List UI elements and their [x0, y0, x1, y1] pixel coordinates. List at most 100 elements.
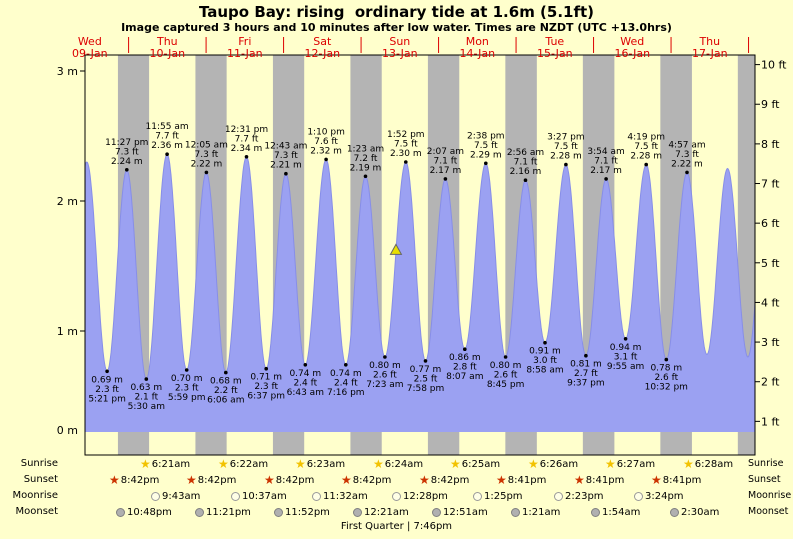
sunrise-entry: ★ 6:26am — [528, 457, 578, 471]
sunset-row-label-left: Sunset — [23, 474, 58, 485]
high-tide-label: 1:10 pm — [307, 127, 345, 137]
moon-phase-note: First Quarter | 7:46pm — [340, 521, 453, 532]
high-tide-label: 2.34 m — [231, 144, 263, 154]
low-tide-label: 8:58 am — [526, 366, 563, 376]
chart-title: Taupo Bay: rising ordinary tide at 1.6m … — [198, 3, 595, 21]
sunrise-time: 6:23am — [306, 458, 346, 470]
day-date: 17-Jan — [692, 47, 728, 60]
day-name: Tue — [545, 35, 565, 48]
tide-point — [644, 162, 648, 167]
day-label: Wed 16-Jan — [597, 36, 667, 60]
sunrise-time: 6:27am — [616, 458, 656, 470]
high-tide-label: 12:05 am — [185, 140, 228, 150]
low-tide-label: 2.6 ft — [654, 373, 678, 383]
low-tide-label: 2.5 ft — [414, 374, 438, 384]
low-tide-label: 0.80 m — [369, 361, 401, 371]
moonset-icon — [116, 507, 125, 517]
sunset-icon: ★ — [574, 473, 585, 487]
day-date: 15-Jan — [537, 47, 573, 60]
sunset-icon: ★ — [109, 473, 120, 487]
moonset-entry: 2:30am — [670, 505, 719, 519]
sunset-entry: ★ 8:42pm — [186, 473, 236, 487]
tide-point — [324, 157, 328, 162]
high-tide-label: 7.1 ft — [514, 158, 538, 168]
high-tide-label: 7.6 ft — [314, 137, 338, 147]
low-tide-label: 2.8 ft — [453, 363, 477, 373]
y-axis-label-ft: 10 ft — [761, 59, 787, 72]
high-tide-label: 4:19 pm — [627, 133, 665, 143]
tide-point — [383, 355, 387, 359]
sunset-entry: ★ 8:42pm — [341, 473, 391, 487]
high-tide-label: 2.19 m — [350, 163, 382, 173]
tide-point — [604, 177, 608, 181]
low-tide-label: 5:30 am — [128, 402, 165, 412]
sunrise-time: 6:22am — [229, 458, 269, 470]
high-tide-label: 3:27 pm — [547, 133, 585, 143]
sunset-icon: ★ — [186, 473, 197, 487]
sunset-icon: ★ — [264, 473, 275, 487]
y-axis-label-ft: 6 ft — [761, 217, 780, 230]
tide-curve-line — [85, 153, 755, 380]
high-tide-label: 2.29 m — [470, 150, 502, 160]
moonset-entry: 11:21pm — [195, 505, 251, 519]
high-tide-label: 2.21 m — [270, 161, 302, 171]
moonrise-row-label-left: Moonrise — [12, 490, 58, 501]
moonrise-icon — [151, 491, 160, 501]
y-axis-label-ft: 2 ft — [761, 376, 780, 389]
y-axis-label-m: 0 m — [57, 424, 78, 437]
low-tide-label: 6:43 am — [287, 388, 324, 398]
sunset-time: 8:41pm — [507, 474, 547, 486]
sunset-entry: ★ 8:41pm — [574, 473, 624, 487]
moonset-time: 11:21pm — [206, 506, 251, 518]
moonrise-icon — [312, 491, 321, 501]
low-tide-label: 8:07 am — [446, 372, 483, 382]
low-tide-label: 8:45 pm — [487, 380, 525, 390]
moonrise-icon — [392, 491, 401, 501]
sunrise-entry: ★ 6:23am — [295, 457, 345, 471]
moonrise-entry: 10:37am — [231, 489, 287, 503]
sunrise-entry: ★ 6:28am — [683, 457, 733, 471]
moonset-entry: 12:51am — [432, 505, 488, 519]
low-tide-label: 0.70 m — [171, 374, 203, 384]
high-tide-label: 7.3 ft — [115, 147, 139, 157]
low-tide-label: 0.78 m — [650, 364, 682, 374]
sunset-time: 8:42pm — [197, 474, 237, 486]
low-tide-label: 2.2 ft — [214, 386, 238, 396]
y-axis-label-m: 2 m — [57, 195, 78, 208]
y-axis-label-m: 1 m — [57, 325, 78, 338]
y-axis-label-ft: 1 ft — [761, 415, 780, 428]
sunrise-icon: ★ — [373, 457, 384, 471]
low-tide-label: 2.3 ft — [254, 382, 278, 392]
moonset-time: 10:48pm — [127, 506, 172, 518]
high-tide-label: 2.17 m — [590, 166, 622, 176]
low-tide-label: 2.6 ft — [494, 371, 518, 381]
sunrise-row-label-right: Sunrise — [748, 458, 784, 469]
high-tide-label: 7.5 ft — [554, 142, 578, 152]
tide-point — [503, 355, 508, 359]
day-label: Mon 14-Jan — [442, 36, 512, 60]
moonset-row-label-left: Moonset — [15, 506, 59, 517]
day-date: 16-Jan — [614, 47, 651, 60]
low-tide-label: 10:32 pm — [645, 383, 688, 393]
low-tide-label: 2.4 ft — [293, 378, 317, 388]
low-tide-label: 2.1 ft — [134, 393, 158, 403]
low-tide-label: 0.71 m — [250, 373, 282, 383]
low-tide-label: 0.91 m — [529, 347, 561, 357]
low-tide-label: 0.94 m — [610, 343, 642, 353]
sunrise-time: 6:28am — [694, 458, 734, 470]
high-tide-label: 7.2 ft — [354, 154, 378, 164]
high-tide-label: 2:38 pm — [467, 131, 505, 141]
high-tide-label: 2.22 m — [671, 159, 703, 169]
tide-point — [303, 363, 308, 367]
moonrise-time: 2:23pm — [565, 490, 604, 502]
day-label: Tue 15-Jan — [520, 36, 590, 60]
tide-point — [144, 377, 149, 381]
moonset-entry: 1:54am — [591, 505, 640, 519]
high-tide-label: 7.1 ft — [594, 156, 618, 166]
sunrise-entry: ★ 6:21am — [140, 457, 190, 471]
moonset-entry: 1:21am — [511, 505, 560, 519]
tide-point — [244, 155, 249, 159]
low-tide-label: 9:55 am — [607, 362, 644, 372]
tide-point — [543, 340, 547, 345]
moonrise-icon — [634, 491, 643, 501]
